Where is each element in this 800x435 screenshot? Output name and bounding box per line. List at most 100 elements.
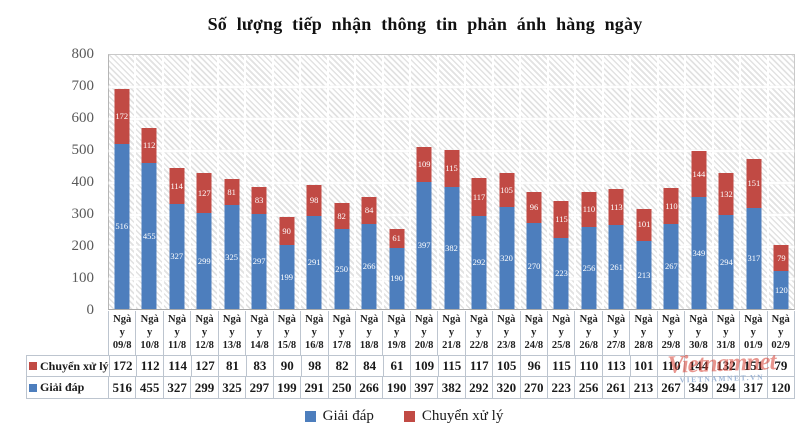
- table-cell: 172: [110, 356, 137, 376]
- bar-segment-chuyen-xu-ly: 151: [746, 159, 762, 208]
- x-axis-tick-label: Ngà y 02/9: [768, 311, 795, 355]
- stacked-bar: 151 317: [746, 159, 762, 309]
- bar-column: 105 320: [494, 55, 522, 309]
- legend-swatch-icon: [304, 411, 316, 422]
- bar-value-label: 349: [692, 247, 706, 258]
- x-axis-tick-label: Ngà y 22/8: [466, 311, 494, 355]
- x-axis-tick-label: Ngà y 11/8: [164, 311, 192, 355]
- table-cell: 144: [685, 356, 713, 376]
- stacked-bar: 127 299: [196, 172, 212, 309]
- bar-value-label: 79: [777, 252, 786, 263]
- bar-segment-chuyen-xu-ly: 113: [608, 189, 624, 226]
- stacked-bar: 84 266: [361, 197, 377, 309]
- x-axis-tick-label: Ngà y 13/8: [219, 311, 247, 355]
- bar-segment-chuyen-xu-ly: 144: [691, 151, 707, 198]
- bar-column: 79 120: [769, 55, 794, 309]
- bar-value-label: 294: [720, 256, 733, 267]
- bar-segment-giai-dap: 299: [196, 213, 212, 309]
- stacked-bar: 83 297: [251, 187, 267, 309]
- table-cell: 101: [631, 356, 658, 376]
- bar-value-label: 82: [337, 210, 346, 221]
- bar-segment-giai-dap: 120: [773, 270, 789, 309]
- stacked-bar: 113 261: [608, 189, 624, 309]
- table-cell: 299: [191, 377, 219, 398]
- y-axis-tick-label: 700: [71, 78, 95, 94]
- bar-value-label: 114: [170, 180, 183, 191]
- bar-segment-chuyen-xu-ly: 96: [526, 191, 542, 223]
- bar-column: 98 291: [301, 55, 329, 309]
- stacked-bar: 114 327: [169, 167, 185, 309]
- table-cell: 292: [466, 377, 494, 398]
- bar-value-label: 327: [170, 251, 184, 262]
- table-cell: 325: [219, 377, 247, 398]
- y-axis-tick-label: 400: [71, 174, 95, 190]
- table-cell: 98: [302, 356, 329, 376]
- y-axis-tick-label: 100: [71, 270, 95, 286]
- stacked-bar: 101 213: [636, 208, 652, 309]
- bar-value-label: 112: [143, 140, 156, 151]
- chart-title: Số lượng tiếp nhận thông tin phản ánh hà…: [207, 14, 643, 34]
- bar-segment-giai-dap: 317: [746, 207, 762, 309]
- bar-segment-giai-dap: 294: [718, 214, 734, 309]
- bar-column: 110 256: [576, 55, 604, 309]
- bar-value-label: 115: [555, 213, 568, 224]
- bar-segment-giai-dap: 349: [691, 197, 707, 309]
- table-cell: 327: [164, 377, 192, 398]
- table-row-label-text: Chuyển xử lý: [40, 358, 109, 373]
- bar-value-label: 96: [529, 202, 539, 212]
- bar-segment-giai-dap: 297: [251, 213, 267, 309]
- bar-value-label: 151: [747, 178, 761, 189]
- table-cell: 115: [439, 356, 467, 376]
- bar-segment-chuyen-xu-ly: 109: [416, 147, 432, 182]
- bar-value-label: 190: [390, 273, 403, 284]
- gridline: [109, 86, 794, 88]
- bar-segment-giai-dap: 266: [361, 223, 377, 309]
- x-axis-tick-label: Ngà y 29/8: [658, 311, 686, 355]
- bar-segment-giai-dap: 213: [636, 240, 652, 309]
- bar-column: 81 325: [219, 55, 247, 309]
- stacked-bar: 112 455: [141, 127, 157, 309]
- bar-value-label: 172: [115, 111, 129, 122]
- bar-column: 172 516: [109, 55, 137, 309]
- bar-segment-chuyen-xu-ly: 115: [553, 200, 569, 238]
- bar-columns: 172 516 112 455 114 327 127 299 81 325 83 297 90 199 9…: [109, 55, 794, 309]
- table-cell: 349: [685, 377, 713, 398]
- bar-column: 151 317: [741, 55, 769, 309]
- bar-value-label: 105: [500, 184, 513, 195]
- bar-segment-giai-dap: 261: [608, 225, 624, 309]
- bar-value-label: 115: [445, 163, 458, 174]
- table-cell: 120: [770, 379, 791, 395]
- bar-segment-giai-dap: 267: [663, 223, 679, 309]
- bar-column: 109 397: [411, 55, 439, 309]
- bar-value-label: 132: [720, 188, 733, 199]
- table-cell: 61: [384, 356, 412, 376]
- bar-segment-giai-dap: 291: [306, 215, 322, 309]
- legend-key-icon: [29, 383, 37, 392]
- y-axis-tick-label: 300: [71, 206, 95, 222]
- x-axis-tick-label: Ngà y 31/8: [713, 311, 741, 355]
- x-axis: Ngà y 09/8 Ngà y 10/8 Ngà y 11/8 Ngà y 12/8 Ngà y 13/8…: [108, 311, 795, 355]
- bar-value-label: 81: [227, 186, 236, 197]
- legend-label: Chuyển xử lý: [421, 408, 504, 424]
- bar-value-label: 382: [445, 242, 458, 253]
- bar-value-label: 270: [527, 260, 541, 271]
- bar-column: 82 250: [329, 55, 357, 309]
- bar-segment-giai-dap: 327: [169, 204, 185, 309]
- table-cell: 84: [356, 356, 384, 376]
- bar-value-label: 110: [665, 200, 678, 211]
- stacked-bar: 79 120: [773, 245, 789, 309]
- bar-segment-chuyen-xu-ly: 90: [279, 216, 295, 246]
- stacked-bar: 105 320: [499, 173, 515, 309]
- table-cell: 105: [493, 356, 521, 376]
- x-axis-tick-label: Ngà y 20/8: [411, 311, 439, 355]
- plot-area: 172 516 112 455 114 327 127 299 81 325 83 297 90 199 9…: [108, 54, 795, 310]
- bar-value-label: 297: [252, 256, 266, 267]
- stacked-bar: 172 516: [114, 88, 130, 309]
- table-cell: 151: [740, 356, 768, 376]
- bar-value-label: 299: [197, 255, 211, 266]
- table-cell: 266: [356, 377, 384, 398]
- bar-value-label: 90: [282, 225, 291, 236]
- bar-segment-giai-dap: 292: [471, 215, 487, 309]
- bar-segment-chuyen-xu-ly: 132: [718, 172, 734, 215]
